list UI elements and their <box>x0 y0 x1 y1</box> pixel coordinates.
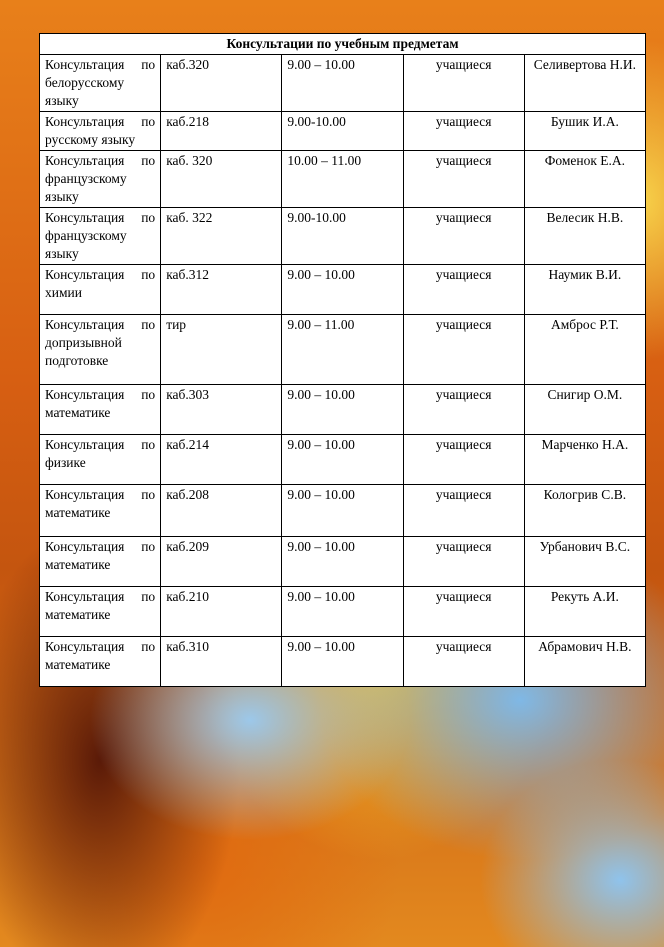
consultations-table: Консультации по учебным предметам Консул… <box>38 33 647 687</box>
teacher-cell: Наумик В.И. <box>523 264 647 315</box>
teacher-cell: Кологрив С.В. <box>523 484 647 537</box>
time-cell: 10.00 – 11.00 <box>281 150 404 208</box>
audience-cell: учащиеся <box>402 314 525 385</box>
teacher-cell: Селивертова Н.И. <box>523 54 647 112</box>
audience-cell: учащиеся <box>402 384 525 435</box>
teacher-cell: Урбанович В.С. <box>523 536 647 587</box>
subject-cell: Консультация по белорусскому языку <box>38 54 162 112</box>
room-cell: каб. 322 <box>160 207 283 265</box>
table-row: Консультация по химии каб.312 9.00 – 10.00… <box>38 264 647 315</box>
time-cell: 9.00 – 10.00 <box>281 384 404 435</box>
room-cell: каб.303 <box>160 384 283 435</box>
teacher-cell: Рекуть А.И. <box>523 586 647 637</box>
table-row: Консультация по математике каб.303 9.00 – … <box>38 384 647 435</box>
time-cell: 9.00-10.00 <box>281 111 404 151</box>
audience-cell: учащиеся <box>402 536 525 587</box>
time-cell: 9.00 – 10.00 <box>281 54 404 112</box>
table-row: Консультация по французскому языку каб. 3… <box>38 207 647 265</box>
subject-cell: Консультация по русскому языку <box>38 111 162 151</box>
subject-cell: Консультация по математике <box>38 484 162 537</box>
table-row: Консультация по белорусскому языку каб.32… <box>38 54 647 112</box>
subject-cell: Консультация по французскому языку <box>38 150 162 208</box>
audience-cell: учащиеся <box>402 111 525 151</box>
teacher-cell: Марченко Н.А. <box>523 434 647 485</box>
table-row: Консультация по математике каб.210 9.00 – … <box>38 586 647 637</box>
room-cell: каб.218 <box>160 111 283 151</box>
subject-cell: Консультация по математике <box>38 384 162 435</box>
time-cell: 9.00 – 10.00 <box>281 434 404 485</box>
table-row: Консультация по русскому языку каб.218 9.0… <box>38 111 647 151</box>
time-cell: 9.00 – 10.00 <box>281 536 404 587</box>
table-row: Консультация по математике каб.208 9.00 – … <box>38 484 647 537</box>
teacher-cell: Амброс Р.Т. <box>523 314 647 385</box>
subject-cell: Консультация по допризывной подготовке <box>38 314 162 385</box>
room-cell: каб.208 <box>160 484 283 537</box>
audience-cell: учащиеся <box>402 207 525 265</box>
audience-cell: учащиеся <box>402 484 525 537</box>
teacher-cell: Абрамович Н.В. <box>523 636 647 687</box>
table-row: Консультация по допризывной подготовке ти… <box>38 314 647 385</box>
teacher-cell: Снигир О.М. <box>523 384 647 435</box>
time-cell: 9.00 – 11.00 <box>281 314 404 385</box>
table-title: Консультации по учебным предметам <box>39 33 646 55</box>
time-cell: 9.00 – 10.00 <box>281 264 404 315</box>
audience-cell: учащиеся <box>402 150 525 208</box>
room-cell: каб.312 <box>160 264 283 315</box>
room-cell: каб.210 <box>160 586 283 637</box>
subject-cell: Консультация по математике <box>38 586 162 637</box>
audience-cell: учащиеся <box>402 586 525 637</box>
audience-cell: учащиеся <box>402 636 525 687</box>
room-cell: каб.209 <box>160 536 283 587</box>
room-cell: каб.310 <box>160 636 283 687</box>
audience-cell: учащиеся <box>402 264 525 315</box>
table-row: Консультация по физике каб.214 9.00 – 10.0… <box>38 434 647 485</box>
table-row: Консультация по французскому языку каб. 3… <box>38 150 647 208</box>
time-cell: 9.00 – 10.00 <box>281 484 404 537</box>
room-cell: каб.320 <box>160 54 283 112</box>
time-cell: 9.00-10.00 <box>281 207 404 265</box>
teacher-cell: Фоменок Е.А. <box>523 150 647 208</box>
time-cell: 9.00 – 10.00 <box>281 636 404 687</box>
subject-cell: Консультация по физике <box>38 434 162 485</box>
audience-cell: учащиеся <box>402 434 525 485</box>
room-cell: каб.214 <box>160 434 283 485</box>
audience-cell: учащиеся <box>402 54 525 112</box>
table-row: Консультация по математике каб.209 9.00 – … <box>38 536 647 587</box>
subject-cell: Консультация по французскому языку <box>38 207 162 265</box>
subject-cell: Консультация по химии <box>38 264 162 315</box>
room-cell: каб. 320 <box>160 150 283 208</box>
table-row: Консультация по математике каб.310 9.00 – … <box>38 636 647 687</box>
room-cell: тир <box>160 314 283 385</box>
teacher-cell: Велесик Н.В. <box>523 207 647 265</box>
subject-cell: Консультация по математике <box>38 636 162 687</box>
subject-cell: Консультация по математике <box>38 536 162 587</box>
time-cell: 9.00 – 10.00 <box>281 586 404 637</box>
teacher-cell: Бушик И.А. <box>523 111 647 151</box>
